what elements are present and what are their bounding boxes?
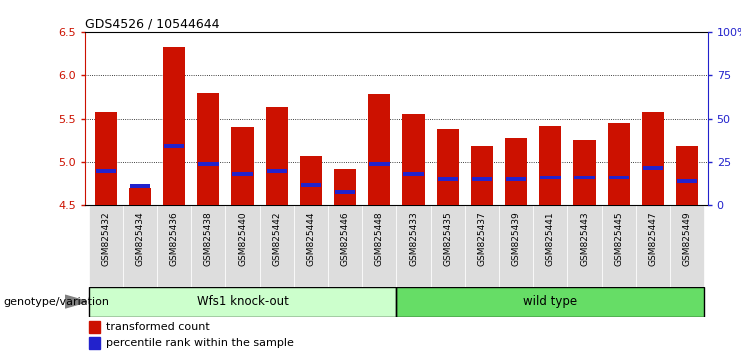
Bar	[636, 205, 670, 287]
Bar	[267, 169, 287, 172]
Bar	[334, 169, 356, 205]
Bar	[539, 126, 562, 205]
Bar	[437, 177, 458, 181]
Bar	[259, 205, 294, 287]
Bar	[164, 144, 185, 148]
Bar	[157, 205, 191, 287]
Bar	[465, 205, 499, 287]
Bar	[506, 177, 526, 181]
Text: percentile rank within the sample: percentile rank within the sample	[105, 338, 293, 348]
Bar	[197, 93, 219, 205]
Text: GSM825439: GSM825439	[511, 211, 521, 266]
Bar	[431, 205, 465, 287]
Bar	[677, 179, 697, 183]
Bar	[499, 205, 534, 287]
Bar	[233, 172, 253, 176]
Bar	[96, 169, 116, 172]
Text: GSM825438: GSM825438	[204, 211, 213, 266]
Bar	[471, 146, 493, 205]
Text: GSM825445: GSM825445	[614, 211, 623, 266]
Bar	[436, 129, 459, 205]
Bar	[328, 205, 362, 287]
Bar	[89, 205, 123, 287]
Bar	[163, 47, 185, 205]
Bar	[294, 205, 328, 287]
Bar	[129, 188, 151, 205]
Bar	[335, 190, 356, 194]
Bar	[642, 166, 663, 170]
Bar	[89, 337, 100, 349]
Bar	[191, 205, 225, 287]
Bar	[231, 127, 253, 205]
Text: GSM825433: GSM825433	[409, 211, 418, 266]
Bar	[574, 140, 596, 205]
Bar	[534, 205, 568, 287]
Bar	[396, 205, 431, 287]
Bar	[396, 287, 704, 317]
Text: GSM825440: GSM825440	[238, 211, 247, 266]
Text: GSM825441: GSM825441	[546, 211, 555, 266]
Bar	[225, 205, 259, 287]
Text: GDS4526 / 10544644: GDS4526 / 10544644	[85, 18, 220, 31]
Text: Wfs1 knock-out: Wfs1 knock-out	[196, 295, 288, 308]
Bar	[369, 162, 390, 166]
Bar	[574, 176, 595, 179]
Text: GSM825434: GSM825434	[136, 211, 144, 266]
Bar	[198, 162, 219, 166]
Bar	[95, 112, 117, 205]
Text: genotype/variation: genotype/variation	[4, 297, 110, 307]
Bar	[403, 172, 424, 176]
Text: GSM825437: GSM825437	[477, 211, 486, 266]
Text: GSM825446: GSM825446	[341, 211, 350, 266]
Bar	[300, 156, 322, 205]
Bar	[362, 205, 396, 287]
Text: GSM825442: GSM825442	[272, 211, 282, 266]
Bar	[670, 205, 704, 287]
Text: GSM825444: GSM825444	[307, 211, 316, 266]
Bar	[402, 114, 425, 205]
Bar	[642, 112, 664, 205]
Bar	[608, 123, 630, 205]
Text: transformed count: transformed count	[105, 322, 210, 332]
Text: GSM825432: GSM825432	[102, 211, 110, 266]
Text: GSM825449: GSM825449	[682, 211, 691, 266]
Bar	[265, 107, 288, 205]
Bar	[540, 176, 560, 179]
Text: wild type: wild type	[523, 295, 577, 308]
Bar	[676, 146, 698, 205]
Text: GSM825436: GSM825436	[170, 211, 179, 266]
Bar	[123, 205, 157, 287]
Polygon shape	[65, 295, 87, 308]
Bar	[472, 177, 492, 181]
Bar	[301, 183, 321, 187]
Bar	[89, 321, 100, 333]
Bar	[608, 176, 629, 179]
Bar	[130, 184, 150, 188]
Text: GSM825448: GSM825448	[375, 211, 384, 266]
Bar	[568, 205, 602, 287]
Text: GSM825435: GSM825435	[443, 211, 452, 266]
Bar	[368, 94, 391, 205]
Text: GSM825447: GSM825447	[648, 211, 657, 266]
Bar	[89, 287, 396, 317]
Bar	[396, 287, 704, 317]
Text: GSM825443: GSM825443	[580, 211, 589, 266]
Bar	[602, 205, 636, 287]
Bar	[505, 138, 528, 205]
Bar	[89, 287, 396, 317]
